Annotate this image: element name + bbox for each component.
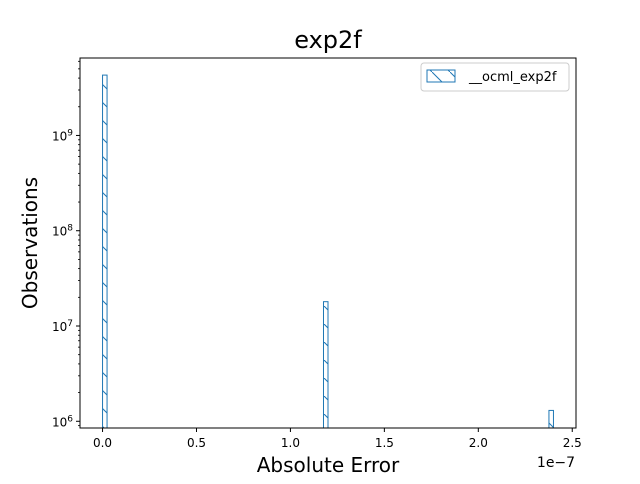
histogram-bar: [102, 74, 108, 429]
y-tick-label: 109: [52, 128, 73, 143]
x-tick-label: 2.0: [469, 436, 488, 450]
histogram-bar: [322, 301, 329, 429]
y-tick-label: 106: [52, 414, 73, 429]
y-axis: 106 107 108 109: [52, 60, 80, 429]
plot-frame: [79, 57, 577, 429]
x-tick-label: 2.5: [563, 436, 582, 450]
x-tick-label: 1.5: [375, 436, 394, 450]
x-tick-label: 0.5: [187, 436, 206, 450]
legend: __ocml_exp2f: [420, 62, 570, 92]
x-axis-label: Absolute Error: [257, 453, 400, 477]
x-axis: 0.0 0.5 1.0 1.5 2.0 2.5: [93, 428, 582, 450]
x-tick-label: 1.0: [281, 436, 300, 450]
legend-label: __ocml_exp2f: [468, 70, 557, 85]
y-tick-label: 108: [52, 224, 73, 239]
chart-title: exp2f: [294, 26, 362, 54]
y-tick-label: 107: [52, 319, 73, 334]
y-axis-label: Observations: [18, 177, 42, 309]
x-tick-label: 0.0: [93, 436, 112, 450]
histogram-bar: [548, 409, 554, 429]
x-offset-label: 1e−7: [537, 455, 575, 471]
legend-box: [420, 62, 570, 92]
legend-swatch: [426, 69, 456, 83]
